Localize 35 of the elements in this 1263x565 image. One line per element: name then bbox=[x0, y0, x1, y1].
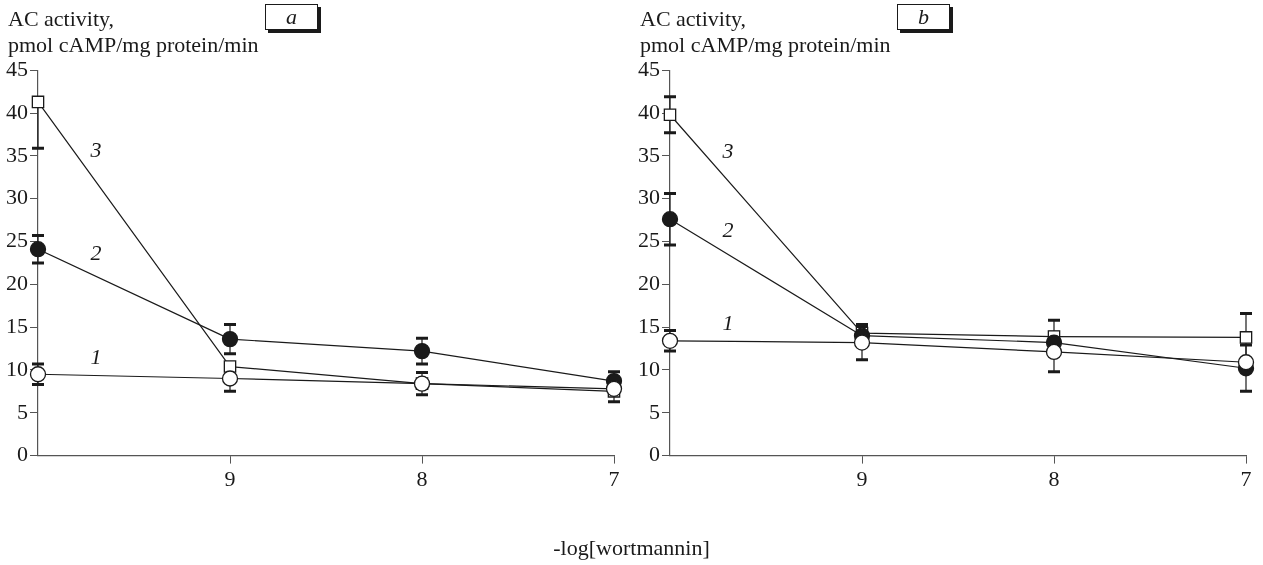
series-label: 2 bbox=[90, 240, 102, 266]
y-tick-label: 30 bbox=[6, 184, 28, 210]
series-label: 1 bbox=[722, 310, 734, 336]
x-tick-label: 8 bbox=[416, 465, 428, 491]
y-tick-label: 20 bbox=[638, 270, 660, 296]
series-label: 2 bbox=[722, 217, 734, 243]
x-tick-label: 7 bbox=[1240, 465, 1252, 491]
y-tick-label: 40 bbox=[6, 98, 28, 124]
y-tick-label: 25 bbox=[638, 227, 660, 253]
y-tick-label: 25 bbox=[6, 227, 28, 253]
x-tick-label: 8 bbox=[1048, 465, 1060, 491]
y-tick-label: 0 bbox=[17, 441, 28, 467]
y-tick-label: 5 bbox=[17, 398, 28, 424]
series-label: 3 bbox=[89, 136, 102, 162]
y-tick-label: 0 bbox=[649, 441, 660, 467]
y-tick-label: 35 bbox=[638, 141, 660, 167]
series-label: 3 bbox=[721, 138, 734, 164]
y-tick-label: 10 bbox=[6, 355, 28, 381]
y-tick-label: 15 bbox=[6, 312, 28, 338]
y-tick-label: 15 bbox=[638, 312, 660, 338]
y-axis-title: AC activity, pmol cAMP/mg protein/min bbox=[640, 6, 891, 58]
x-tick-label: 9 bbox=[856, 465, 868, 491]
chart-title: b bbox=[897, 4, 950, 30]
chart-title: a bbox=[265, 4, 318, 30]
x-tick-label: 9 bbox=[224, 465, 236, 491]
y-tick-label: 10 bbox=[638, 355, 660, 381]
x-tick-label: 7 bbox=[608, 465, 620, 491]
y-tick-label: 5 bbox=[649, 398, 660, 424]
x-axis-title: -log[wortmannin] bbox=[552, 535, 711, 561]
y-tick-label: 35 bbox=[6, 141, 28, 167]
y-tick-label: 20 bbox=[6, 270, 28, 296]
y-axis-title: AC activity, pmol cAMP/mg protein/min bbox=[8, 6, 259, 58]
series-label: 1 bbox=[90, 344, 102, 370]
y-tick-label: 40 bbox=[638, 98, 660, 124]
y-tick-label: 30 bbox=[638, 184, 660, 210]
